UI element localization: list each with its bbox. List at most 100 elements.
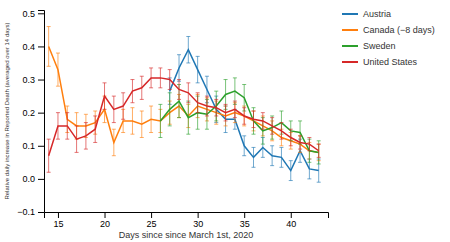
tick-label: 0.3 (22, 75, 35, 85)
error-bar (196, 56, 200, 82)
legend-label: Sweden (363, 41, 396, 51)
error-bar (242, 136, 246, 156)
error-bar (307, 137, 311, 150)
error-bar (93, 116, 97, 142)
tick-mark (151, 212, 152, 218)
tick: 0.2 (22, 108, 44, 118)
tick: 0.5 (22, 9, 44, 19)
error-bar (233, 101, 237, 118)
error-bar (214, 99, 218, 116)
tick-label: 25 (147, 219, 157, 229)
line (160, 91, 318, 152)
error-bar (130, 108, 134, 134)
tick-label: 0.5 (22, 9, 35, 19)
tick-label: 40 (286, 219, 296, 229)
tick: 25 (147, 212, 157, 229)
error-bar (177, 80, 181, 100)
plot: 15 20 25 30 35 40 −0.1 0.0 0.1 0.2 0.3 0.4 0.5 (17, 9, 328, 230)
error-bar (205, 96, 209, 116)
error-bar (252, 108, 256, 134)
tick: 30 (193, 212, 203, 229)
tick-mark (38, 179, 44, 180)
error-bar (56, 53, 60, 86)
tick-mark (244, 212, 245, 218)
tick-mark (105, 212, 106, 218)
error-bar (289, 161, 293, 181)
error-bar (130, 80, 134, 103)
chart: 15 20 25 30 35 40 −0.1 0.0 0.1 0.2 0.3 0.4 0.5 Days s… (0, 0, 450, 242)
error-bar (140, 76, 144, 99)
error-bar (224, 104, 228, 121)
tick: 0.3 (22, 75, 44, 85)
y-axis-title: Relative daily increase in Reported Deat… (4, 22, 10, 199)
tick-mark (38, 212, 44, 213)
error-bar (103, 83, 107, 109)
error-bar (177, 55, 181, 81)
error-bar (47, 139, 51, 172)
error-bar (112, 129, 116, 155)
x-axis-title: Days since since March 1st, 2020 (119, 230, 254, 240)
tick: 0.0 (22, 174, 44, 184)
error-bar (47, 27, 51, 67)
error-bar (84, 123, 88, 149)
legend-swatch (342, 61, 358, 63)
error-bar (233, 78, 237, 104)
line (170, 50, 319, 171)
tick-mark (198, 212, 199, 218)
error-bar (168, 70, 172, 90)
legend-label: Canada (−8 days) (363, 25, 435, 35)
error-bar (317, 141, 321, 164)
tick: 20 (100, 212, 110, 229)
tick-label: 30 (193, 219, 203, 229)
legend-item: Canada (−8 days) (342, 25, 435, 35)
tick: 15 (53, 212, 63, 229)
error-bar (298, 136, 302, 149)
x-axis: 15 20 25 30 35 40 (45, 212, 329, 229)
marks (47, 27, 321, 183)
tick: 0.4 (22, 42, 44, 52)
error-bar (158, 104, 162, 137)
tick-mark (38, 46, 44, 47)
line (49, 46, 319, 152)
error-bar (168, 93, 172, 126)
error-bar (242, 85, 246, 111)
series (168, 36, 321, 182)
tick-mark (38, 113, 44, 114)
legend-swatch (342, 45, 358, 47)
legend-item: Austria (342, 9, 391, 19)
legend-swatch (342, 29, 358, 31)
line (49, 78, 319, 156)
error-bar (289, 129, 293, 146)
error-bar (214, 91, 218, 121)
error-bar (252, 111, 256, 131)
error-bar (252, 147, 256, 167)
error-bar (186, 36, 190, 62)
tick-mark (38, 13, 44, 14)
tick-label: 15 (53, 219, 63, 229)
series (47, 27, 321, 161)
error-bar (270, 118, 274, 135)
error-bar (186, 101, 190, 134)
error-bar (317, 144, 321, 157)
y-axis: −0.1 0.0 0.1 0.2 0.3 0.4 0.5 (17, 9, 44, 218)
tick-label: 0.2 (22, 108, 35, 118)
tick-label: −0.1 (17, 207, 35, 217)
error-bar (196, 93, 200, 113)
error-bar (279, 147, 283, 167)
tick-mark (38, 146, 44, 147)
error-bar (121, 93, 125, 119)
error-bar (270, 146, 274, 166)
legend-swatch (342, 13, 358, 15)
error-bar (75, 126, 79, 152)
tick: 0.1 (22, 141, 44, 151)
error-bar (270, 116, 274, 139)
error-bar (186, 83, 190, 103)
error-bar (140, 111, 144, 137)
error-bar (65, 113, 69, 139)
tick: 40 (286, 212, 296, 229)
x-axis-line (45, 213, 329, 219)
tick-mark (58, 212, 59, 218)
tick-label: 35 (240, 219, 250, 229)
tick: −0.1 (17, 207, 44, 217)
legend: AustriaCanada (−8 days)SwedenUnited Stat… (342, 9, 435, 67)
